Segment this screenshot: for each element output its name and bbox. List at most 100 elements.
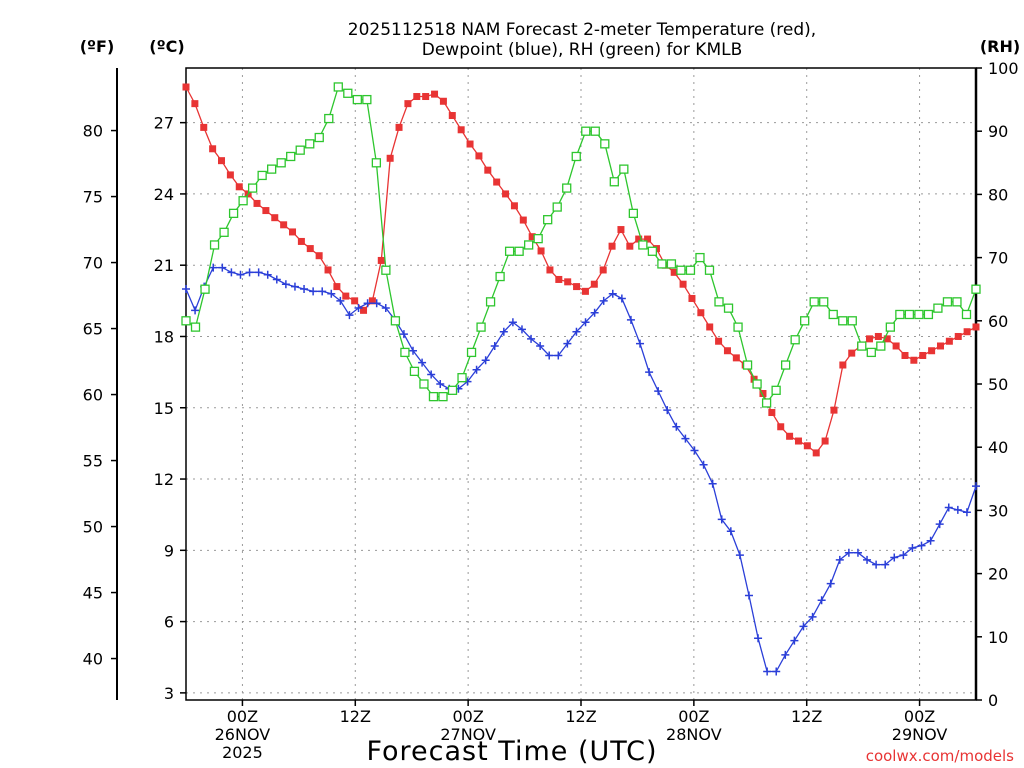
rh-point <box>438 391 448 402</box>
rh-tick-label: 30 <box>988 501 1008 520</box>
fahrenheit-tick-label: 75 <box>83 188 103 207</box>
fahrenheit-tick-label: 80 <box>83 122 103 141</box>
rh-point <box>400 347 410 358</box>
time-tick-label: 12Z <box>565 707 596 726</box>
dewpoint-point <box>545 351 554 360</box>
celsius-tick-label: 6 <box>164 613 174 632</box>
temperature-point <box>635 235 643 243</box>
temperature-point <box>786 432 794 440</box>
celsius-tick-label: 18 <box>154 327 174 346</box>
temperature-point <box>404 100 412 108</box>
celsius-tick-label: 24 <box>154 185 174 204</box>
rh-point <box>847 316 857 326</box>
dewpoint-point <box>263 270 272 279</box>
temperature-point <box>874 332 882 340</box>
celsius-tick-label: 12 <box>154 470 174 489</box>
time-tick-label: 28NOV <box>666 725 722 744</box>
dewpoint-point <box>881 560 890 569</box>
temperature-point <box>466 140 474 148</box>
temperature-point <box>608 242 616 250</box>
rh-point <box>685 265 696 275</box>
dewpoint-point <box>844 548 853 557</box>
dewpoint-point <box>935 520 944 529</box>
rh-point <box>466 347 477 358</box>
rh-point <box>723 303 734 313</box>
rh-point <box>904 309 915 320</box>
dewpoint-point <box>554 351 563 360</box>
dewpoint-point <box>182 284 190 293</box>
dewpoint-point <box>636 339 645 348</box>
dewpoint-point <box>717 515 726 524</box>
dewpoint-point <box>890 553 899 562</box>
temperature-point <box>564 278 572 286</box>
rh-point <box>447 385 458 395</box>
unit-label-fahrenheit: (ºF) <box>80 37 115 56</box>
temperature-point <box>688 294 696 302</box>
dewpoint-point <box>218 263 227 272</box>
temperature-point <box>386 154 394 162</box>
rh-point <box>866 347 876 358</box>
dewpoint-point <box>772 667 781 676</box>
rh-point <box>238 196 248 206</box>
rh-point <box>305 139 315 149</box>
dewpoint-point <box>663 406 672 415</box>
rh-point <box>790 335 800 345</box>
temperature-point <box>723 347 731 355</box>
rh-point <box>714 297 724 307</box>
dewpoint-point <box>853 548 862 557</box>
dewpoint-point <box>953 505 962 514</box>
rh-tick-label: 70 <box>988 249 1008 268</box>
dewpoint-point <box>490 341 499 350</box>
dewpoint-point <box>917 541 926 550</box>
rh-point <box>200 284 210 294</box>
dewpoint-point <box>427 370 436 379</box>
rh-point <box>933 303 943 313</box>
rh-point <box>286 151 296 162</box>
fahrenheit-tick-label: 60 <box>83 386 103 405</box>
temperature-point <box>936 342 944 350</box>
rh-point <box>742 360 753 370</box>
temperature-point <box>759 390 767 398</box>
rh-point <box>857 341 867 351</box>
rh-point <box>219 227 229 237</box>
temperature-point <box>333 283 341 291</box>
temperature-point <box>262 207 270 215</box>
dewpoint-point <box>781 650 790 659</box>
rh-tick-label: 40 <box>988 438 1008 457</box>
temperature-point <box>865 335 873 343</box>
rh-point <box>942 297 953 307</box>
dewpoint-point <box>726 527 735 536</box>
dewpoint-point <box>790 636 799 645</box>
rh-point <box>485 297 496 307</box>
rh-tick-label: 90 <box>988 122 1008 141</box>
dewpoint-point <box>436 380 445 388</box>
dewpoint-point <box>336 296 345 305</box>
rh-point <box>695 252 705 263</box>
rh-point <box>704 265 715 275</box>
dewpoint-point <box>645 368 654 377</box>
rh-point <box>343 88 353 98</box>
temperature-point <box>537 247 545 255</box>
fahrenheit-tick-label: 70 <box>83 254 103 273</box>
temperature-point <box>812 449 820 457</box>
dewpoint-point <box>318 287 327 296</box>
series-layer <box>181 82 981 676</box>
dewpoint-point <box>327 289 336 298</box>
time-tick-label: 29NOV <box>892 725 948 744</box>
dewpoint-point <box>191 306 200 315</box>
temperature-point <box>848 349 856 357</box>
gridlines <box>186 68 976 700</box>
rh-tick-label: 20 <box>988 565 1008 584</box>
dewpoint-point <box>517 325 526 334</box>
rh-tick-label: 10 <box>988 628 1008 647</box>
temperature-point <box>581 287 589 295</box>
rh-point <box>562 183 572 193</box>
rh-point <box>771 385 781 395</box>
rh-point <box>457 373 467 383</box>
dewpoint-point <box>472 365 481 374</box>
unit-label-celsius: (ºC) <box>149 37 184 56</box>
dewpoint-point <box>481 356 490 365</box>
rh-point <box>828 309 838 320</box>
temperature-point <box>235 183 243 191</box>
rh-point <box>371 158 382 168</box>
